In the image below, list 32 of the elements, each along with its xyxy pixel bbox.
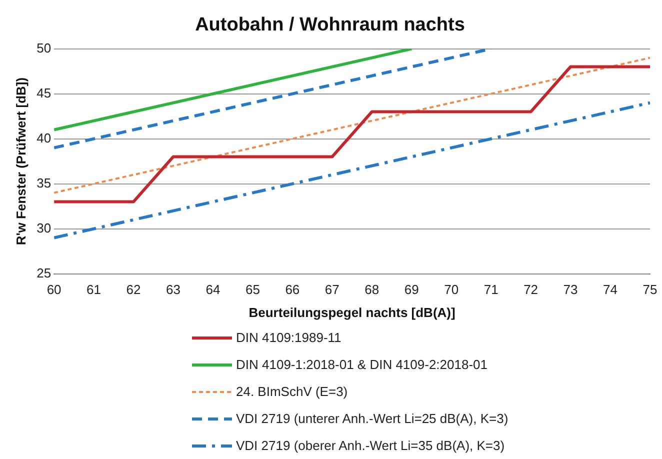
- y-tick-label: 40: [36, 130, 52, 146]
- x-tick-label: 69: [404, 282, 419, 298]
- line-series: [54, 48, 493, 150]
- x-tick-label: 65: [245, 282, 260, 298]
- legend-label: DIN 4109-1:2018-01 & DIN 4109-2:2018-01: [236, 357, 488, 372]
- x-tick-label: 70: [444, 282, 459, 298]
- legend-label: VDI 2719 (unterer Anh.-Wert Li=25 dB(A), K=3): [236, 411, 508, 426]
- legend-label: DIN 4109:1989-11: [236, 330, 342, 345]
- line-series: [54, 101, 650, 240]
- y-tick-label: 45: [36, 85, 52, 100]
- y-axis-title: R'w Fenster (Prüfwert [dB]): [13, 77, 28, 246]
- x-tick-label: 61: [86, 282, 102, 298]
- y-tick-label: 30: [36, 220, 52, 236]
- x-tick-label: 60: [46, 282, 62, 298]
- x-tick-label: 75: [642, 282, 658, 298]
- chart-title: Autobahn / Wohnraum nachts: [195, 14, 465, 36]
- y-tick-label: 35: [36, 175, 52, 190]
- x-axis-title: Beurteilungspegel nachts [dB(A)]: [248, 304, 456, 320]
- legend-label: VDI 2719 (oberer Anh.-Wert Li=35 dB(A), K=3): [236, 438, 505, 453]
- x-tick-label: 74: [603, 282, 618, 298]
- x-tick-label: 64: [206, 282, 220, 298]
- y-tick-label: 25: [36, 265, 52, 280]
- x-tick-label: 73: [563, 282, 578, 298]
- x-tick-label: 66: [285, 282, 300, 298]
- x-tick-label: 62: [126, 282, 141, 298]
- x-tick-label: 63: [166, 282, 180, 298]
- legend-label: 24. BImSchV (E=3): [236, 384, 348, 399]
- x-tick-label: 67: [324, 282, 340, 298]
- y-tick-label: 50: [36, 40, 52, 56]
- x-tick-label: 72: [524, 282, 538, 298]
- x-tick-label: 71: [484, 282, 498, 298]
- x-tick-label: 68: [364, 282, 380, 298]
